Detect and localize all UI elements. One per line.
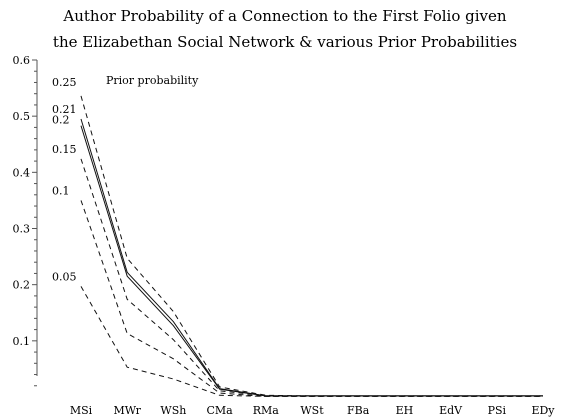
y-tick-label: 0.6 [13,54,31,67]
series-label: 0.2 [52,114,70,127]
chart-title-line-2: the Elizabethan Social Network & various… [52,33,518,51]
x-tick-label: WSh [160,404,186,417]
x-tick-label: MSi [70,404,93,417]
y-tick-label: 0.1 [13,335,31,348]
x-tick-label: PSi [488,404,507,417]
series-label: 0.21 [52,103,77,116]
series-line-0-15 [80,158,543,397]
series-label: 0.25 [52,76,77,89]
x-tick-label: EDy [531,404,555,417]
series-line-0-1 [80,200,543,397]
x-tick-label: CMa [206,404,233,417]
x-tick-label: RMa [253,404,280,417]
series-label: 0.05 [52,270,77,283]
series-labels: 0.25 0.210.2 0.15 0.1 0.05 [52,76,77,283]
x-tick-label: FBa [347,404,370,417]
series-line-0-05 [80,286,543,397]
series-label: 0.15 [52,143,77,156]
series-line-0-21 [80,118,543,397]
series-group [80,95,543,397]
y-tick-label: 0.4 [13,166,31,179]
series-label: 0.1 [52,184,70,197]
x-tick-label: EH [396,404,414,417]
y-tick-label: 0.2 [13,279,31,292]
x-tick-label: WSt [300,404,324,417]
x-tick-label: EdV [439,404,463,417]
y-axis: 0.1 0.2 0.3 0.4 0.5 0.6 MSi MWr WSh CMa RMa WSt FBa E… [13,54,556,417]
prior-probability-note: Prior probability [106,74,199,87]
y-tick-label: 0.5 [13,110,31,123]
series-line-0-2 [80,125,543,397]
series-line-0-25 [80,95,543,397]
y-tick-label: 0.3 [13,223,31,236]
chart-title-line-1: Author Probability of a Connection to th… [63,7,507,25]
x-tick-label: MWr [114,404,142,417]
